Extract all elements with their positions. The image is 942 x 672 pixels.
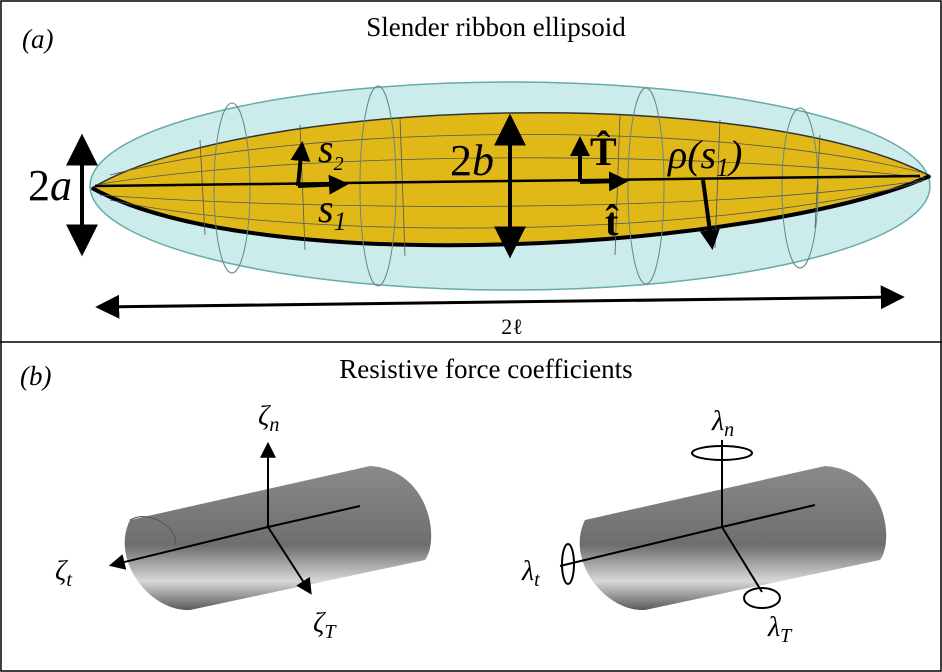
panel-title: Resistive force coefficients bbox=[339, 354, 632, 384]
text: a bbox=[50, 161, 72, 210]
label-lambda-T: λT bbox=[767, 612, 793, 647]
text: 1 bbox=[716, 153, 729, 182]
text: n bbox=[269, 414, 279, 436]
text: 1 bbox=[334, 207, 347, 236]
text: λ bbox=[521, 556, 534, 587]
ribbon-right bbox=[580, 466, 887, 610]
text: λ bbox=[767, 612, 780, 643]
label-2b: 2b bbox=[450, 136, 494, 185]
text: t bbox=[534, 569, 540, 591]
label-2a: 2a bbox=[28, 161, 72, 210]
text: 2 bbox=[28, 161, 50, 210]
text: ) bbox=[727, 132, 742, 177]
label-length: 2ℓ bbox=[501, 314, 523, 339]
label-rho: ρ(s1) bbox=[666, 132, 742, 182]
label-lambda-n: λn bbox=[711, 406, 734, 441]
text: s bbox=[318, 126, 334, 171]
label-T-hat: T̂ bbox=[590, 129, 617, 174]
label-t-hat: t̂ bbox=[605, 199, 619, 244]
panel-label: (a) bbox=[22, 24, 53, 54]
label-zeta-n: ζn bbox=[258, 401, 279, 436]
figure: (a) Slender ribbon ellipsoid 2a s2 s1 2b… bbox=[0, 0, 942, 672]
text: t bbox=[66, 569, 72, 591]
label-zeta-T: ζT bbox=[313, 608, 337, 643]
text: λ bbox=[711, 406, 724, 437]
text: 2 bbox=[450, 136, 472, 185]
text: ρ(s bbox=[666, 132, 716, 177]
panel-title: Slender ribbon ellipsoid bbox=[366, 12, 626, 42]
ribbon-left bbox=[125, 466, 432, 610]
text: b bbox=[472, 136, 494, 185]
text: T bbox=[324, 621, 337, 643]
panel-label: (b) bbox=[20, 361, 51, 391]
text: n bbox=[724, 419, 734, 441]
label-lambda-t: λt bbox=[521, 556, 540, 591]
text: s bbox=[318, 186, 334, 231]
label-zeta-t: ζt bbox=[55, 556, 72, 591]
text: T bbox=[780, 625, 793, 647]
text: 2 bbox=[334, 153, 344, 175]
